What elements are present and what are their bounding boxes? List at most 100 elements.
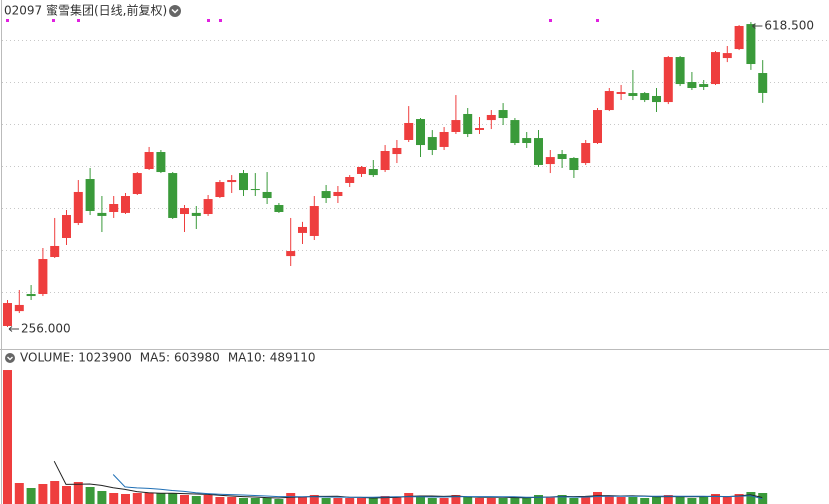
volume-bar (215, 497, 225, 504)
candle-body (557, 154, 567, 159)
volume-bar (734, 494, 744, 504)
event-marker (52, 19, 55, 22)
volume-bar (156, 493, 166, 504)
candle-body (3, 303, 12, 326)
volume-bar (416, 496, 425, 504)
candle-body (286, 251, 296, 257)
volume-bar (357, 498, 366, 504)
volume-bar (675, 497, 685, 504)
volume-bar (274, 499, 284, 504)
volume-bar (486, 498, 496, 504)
annotation-arrow (752, 23, 763, 29)
candle-body (191, 212, 201, 216)
volume-bar (239, 498, 248, 504)
candle-body (711, 52, 720, 85)
volume-header-text: MA5: (140, 351, 170, 365)
volume-bar (368, 498, 378, 504)
candle-body (510, 120, 520, 144)
volume-bar (97, 491, 107, 504)
volume-header-text: 603980 (174, 351, 220, 365)
candle-body (333, 191, 343, 197)
candle-body (168, 173, 178, 218)
volume-bar (109, 493, 119, 504)
candle-body (85, 179, 95, 211)
candle-body (640, 93, 650, 101)
candle-body (26, 294, 36, 297)
volume-bar (604, 496, 614, 504)
ma-line (112, 474, 763, 500)
candle-body (746, 24, 756, 65)
candle-body (380, 151, 390, 171)
volume-header-text: VOLUME: (20, 351, 74, 365)
volume-bar (345, 498, 355, 504)
volume-bar (711, 494, 720, 504)
volume-bar (593, 492, 602, 504)
volume-bar (746, 492, 756, 504)
volume-bar (309, 495, 319, 504)
volume-bar (144, 493, 154, 504)
title-menu-button[interactable] (169, 5, 181, 17)
volume-bar (85, 487, 95, 504)
volume-bar (168, 493, 178, 504)
event-marker (207, 19, 210, 22)
volume-bar (699, 497, 709, 504)
volume-bar (687, 498, 697, 504)
menu-icon[interactable] (169, 5, 181, 17)
candle-body (62, 215, 71, 238)
volume-bar (14, 483, 24, 504)
annotation-arrow (8, 326, 19, 332)
volume-bar (180, 495, 189, 504)
volume-bar (475, 498, 484, 504)
candle-body (427, 137, 437, 150)
candle-body (14, 304, 24, 312)
candle-body (604, 91, 614, 111)
candle-body (569, 157, 579, 171)
volume-bar (404, 493, 414, 504)
candle-body (486, 114, 496, 121)
annotation-label: 618.500 (764, 19, 814, 33)
candle-body (545, 157, 555, 165)
candle-body (274, 205, 284, 212)
volume-bar (640, 498, 650, 504)
candle-body (652, 95, 661, 103)
volume-bar (121, 494, 130, 504)
candle-body (215, 182, 225, 198)
candle-body (593, 110, 602, 144)
volume-menu-button[interactable] (5, 353, 15, 363)
candle-body (581, 143, 591, 164)
candle-body (722, 53, 732, 59)
candle-body (239, 173, 248, 191)
candle-body (675, 57, 685, 85)
event-marker (596, 19, 599, 22)
candle-body (439, 131, 449, 147)
candle-body (73, 191, 83, 224)
candle-body (345, 176, 355, 183)
candle-body (309, 206, 319, 236)
volume-bar (38, 484, 48, 504)
event-marker (6, 19, 9, 22)
menu-chevron (7, 356, 13, 361)
candle-body (616, 92, 626, 94)
volume-bar (663, 495, 673, 504)
candle-body (699, 84, 709, 87)
volume-bar (73, 482, 83, 504)
volume-bar (545, 497, 555, 504)
annotation-label: 256.000 (21, 321, 71, 335)
volume-bar (227, 497, 237, 504)
volume-bar (569, 498, 579, 504)
volume-bar (62, 486, 71, 504)
volume-bar (321, 498, 331, 504)
chart-title: 02097 蜜雪集团(日线,前复权) (4, 3, 167, 18)
event-marker (549, 19, 552, 22)
candle-body (180, 208, 189, 215)
volume-bar (616, 497, 626, 504)
volume-bar (451, 495, 461, 504)
volume-bar (439, 498, 449, 504)
volume-bar (298, 497, 307, 504)
candle-body (734, 25, 744, 50)
menu-icon[interactable] (5, 353, 15, 363)
candle-body (38, 259, 48, 295)
volume-bar (581, 497, 591, 504)
